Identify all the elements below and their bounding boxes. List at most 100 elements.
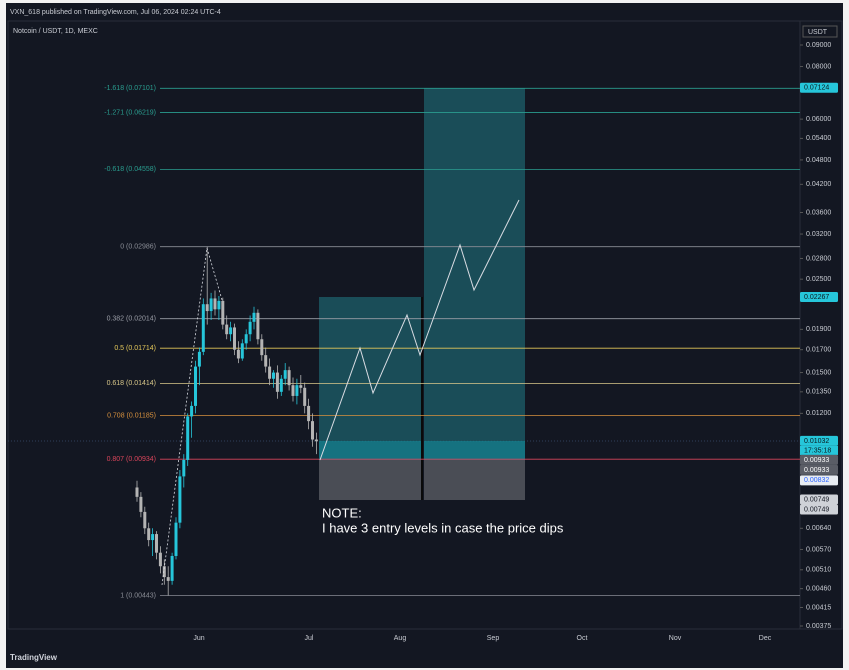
fib-label: 0.807 (0.00934) (107, 456, 156, 463)
note: I have 3 entry levels in case the price … (322, 520, 564, 535)
x-tick-label: Aug (394, 635, 407, 642)
header: VXN_618 published on TradingView.com, Ju… (10, 9, 221, 16)
candle-body (158, 552, 162, 567)
y-tick-label: 0.01900 (806, 326, 831, 333)
fib-label: 0.382 (0.02014) (107, 316, 156, 323)
countdown: 17:35:18 (804, 447, 831, 454)
candle-body (162, 566, 166, 578)
candle-body (221, 300, 225, 325)
footer-logo: TradingView (10, 653, 58, 662)
y-tick-label: 0.00415 (806, 604, 831, 611)
fib-label: 0.708 (0.01185) (107, 413, 156, 420)
y-tick-label: 0.03600 (806, 209, 831, 216)
candle-body (151, 534, 155, 541)
fib-label: -1.618 (0.07101) (104, 85, 156, 92)
fib-label: 1 (0.00443) (120, 592, 156, 599)
candle-body (260, 339, 264, 356)
candles (135, 246, 318, 596)
candle-body (174, 522, 178, 556)
x-tick-label: Sep (487, 635, 500, 642)
y-tick-label: 0.01350 (806, 389, 831, 396)
candle-body (287, 370, 291, 386)
entry-zone (424, 441, 525, 460)
candle-body (166, 577, 170, 581)
fib-levels: -1.618 (0.07101) -1.271 (0.06219) -0.618 (… (104, 85, 800, 599)
candle-body (225, 324, 229, 335)
x-tick-label: Jul (305, 635, 314, 642)
countdown-bg (800, 445, 838, 455)
candle-body (307, 405, 311, 422)
candle-body (283, 370, 287, 379)
candle-body (244, 334, 248, 344)
candle-body (197, 351, 201, 367)
candle-body (170, 555, 174, 581)
price-label-bg (800, 454, 838, 465)
price-label: 0.01032 (804, 438, 829, 445)
note: NOTE: (322, 505, 362, 520)
y-tick-label: 0.00640 (806, 525, 831, 532)
candle-body (236, 349, 240, 359)
y-tick-label: 0.00460 (806, 585, 831, 592)
price-label-bg (800, 435, 838, 446)
candle-body (264, 355, 268, 367)
candle-body (252, 312, 256, 322)
candle-body (248, 321, 252, 335)
entry-zone (319, 441, 421, 460)
candle-body (139, 496, 143, 512)
y-tick-label: 0.04200 (806, 181, 831, 188)
stop-zone (319, 460, 421, 500)
candle-body (279, 378, 283, 392)
candle-body (256, 312, 260, 340)
target-zone (424, 88, 525, 441)
y-tick-label: 0.06000 (806, 116, 831, 123)
x-tick-label: Dec (759, 635, 772, 642)
y-tick-label: 0.09000 (806, 42, 831, 49)
fib-label: -0.618 (0.04558) (104, 166, 156, 173)
y-tick-label: 0.01200 (806, 410, 831, 417)
candle-body (155, 534, 158, 553)
candle-body (311, 421, 314, 440)
price-label-bg (800, 494, 838, 505)
price-label-bg (800, 504, 838, 515)
price-label-bg (800, 82, 838, 93)
price-label: 0.00749 (804, 506, 829, 513)
candle-body (303, 387, 307, 406)
projection (319, 199, 520, 461)
candle-body (291, 385, 295, 396)
fib-label: 0.618 (0.01414) (107, 380, 156, 387)
price-label-bg (800, 292, 838, 303)
stop-zone (424, 460, 525, 500)
y-tick-label: 0.02500 (806, 276, 831, 283)
candle-body (205, 304, 209, 312)
y-tick-label: 0.02800 (806, 255, 831, 262)
candle-body (201, 304, 205, 352)
y-tick-label: 0.00510 (806, 567, 831, 574)
candle-body (135, 487, 139, 497)
price-label: 0.07124 (804, 85, 829, 92)
candle-body (178, 476, 182, 523)
candle-body (147, 528, 151, 541)
candle-body (194, 366, 197, 406)
x-tick-label: Nov (669, 635, 682, 642)
currency-box (802, 25, 838, 38)
price-label: 0.00749 (804, 496, 829, 503)
x-tick-label: Oct (577, 635, 588, 642)
candle-body (213, 298, 217, 310)
fib-label: 0.5 (0.01714) (114, 345, 156, 352)
candle-body (229, 327, 233, 335)
candle-body (217, 300, 221, 310)
y-tick-label: 0.00570 (806, 546, 831, 553)
y-tick-label: 0.01500 (806, 369, 831, 376)
candle-body (233, 327, 236, 350)
candle-body (299, 385, 303, 388)
candle-body (190, 405, 194, 417)
price-label: 0.00933 (804, 467, 829, 474)
price-axis: 0.09000 0.08000 0.06000 0.05400 0.04800 0.042… (800, 42, 838, 630)
candle-body (272, 372, 275, 379)
fib-anchor (161, 247, 223, 586)
price-label-bg (800, 464, 838, 475)
fib-label: 0 (0.02986) (120, 244, 156, 251)
y-tick-label: 0.01700 (806, 347, 831, 354)
candle-body (268, 366, 272, 379)
